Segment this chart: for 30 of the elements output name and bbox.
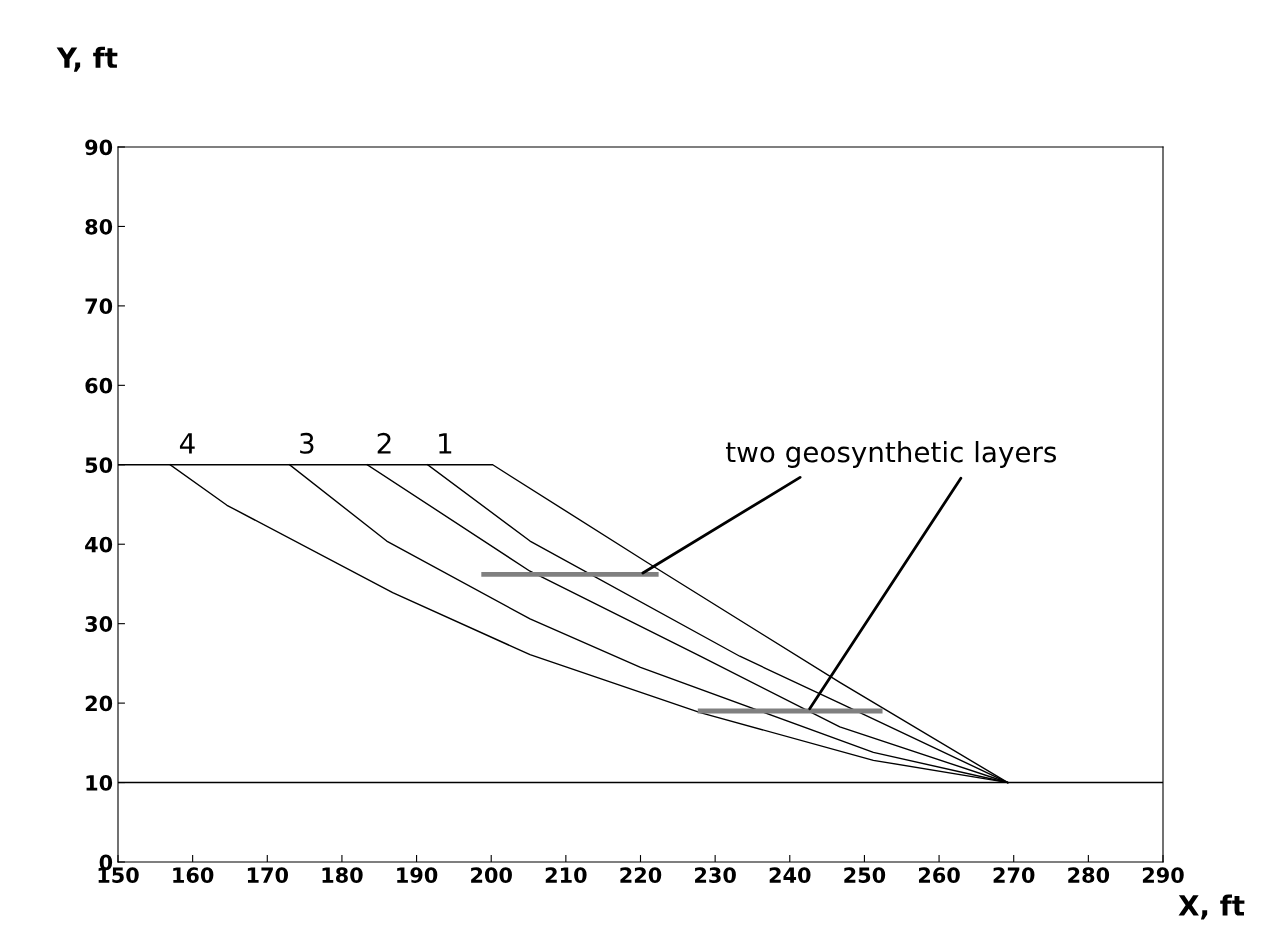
x-tick-label: 230 — [695, 867, 736, 883]
y-tick-label: 70 — [85, 298, 113, 315]
x-tick-label: 220 — [620, 867, 662, 883]
y-tick-label: 20 — [85, 695, 113, 712]
annotation: two geosynthetic layers — [725, 441, 1057, 468]
x-tick-label: 200 — [471, 867, 512, 883]
series-label: 4 — [179, 433, 195, 454]
x-tick-label: 170 — [247, 867, 289, 883]
y-axis-title: Y, ft — [56, 46, 118, 72]
x-tick-label: 180 — [322, 867, 363, 883]
y-tick-label: 90 — [85, 139, 113, 156]
x-tick-label: 160 — [173, 867, 214, 883]
x-tick-label: 190 — [397, 867, 438, 883]
series-label: 1 — [439, 433, 452, 454]
x-tick-label: 240 — [769, 867, 811, 883]
x-tick-label: 290 — [1142, 867, 1184, 883]
x-tick-label: 270 — [993, 867, 1035, 883]
series-label: 3 — [300, 432, 314, 454]
y-tick-label: 60 — [85, 377, 113, 394]
x-tick-label: 280 — [1068, 867, 1110, 883]
y-tick-label: 30 — [85, 616, 113, 632]
x-tick-label: 260 — [918, 867, 960, 883]
y-tick-label: 10 — [86, 775, 113, 791]
y-tick-label: 40 — [85, 536, 113, 553]
x-tick-label: 250 — [844, 867, 886, 883]
y-tick-label: 50 — [85, 457, 113, 473]
series-label: 2 — [377, 432, 391, 454]
y-tick-label: 80 — [85, 218, 113, 235]
x-axis-title: X, ft — [1178, 894, 1245, 920]
x-tick-label: 210 — [545, 867, 587, 883]
